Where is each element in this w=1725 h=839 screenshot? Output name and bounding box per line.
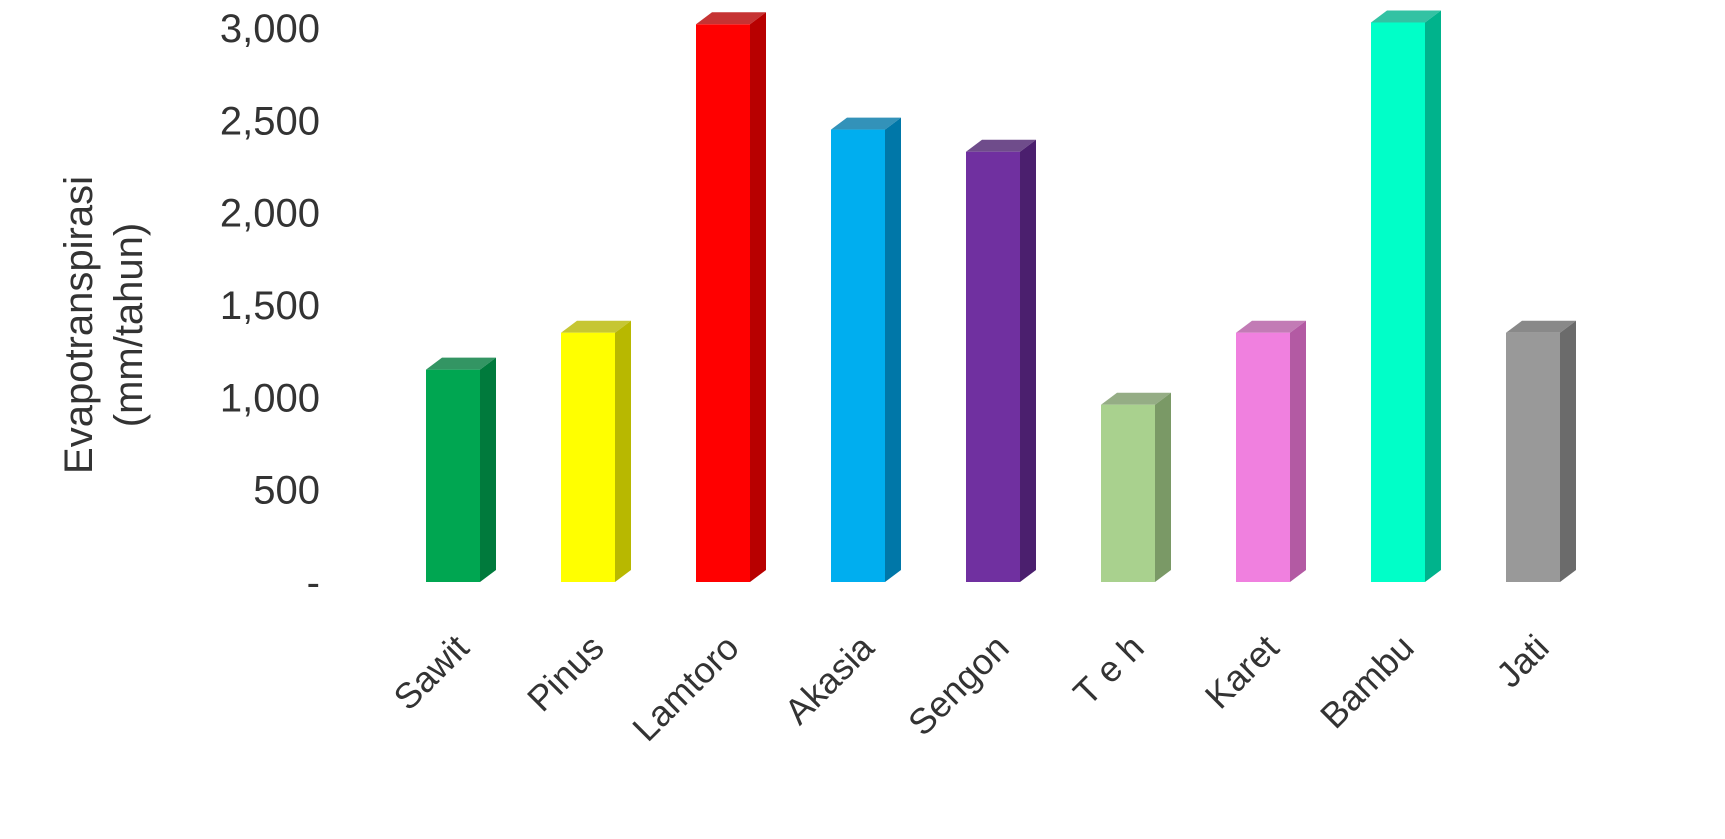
- bar-side: [1425, 10, 1441, 582]
- x-axis-labels: Sawit Pinus Lamtoro Akasia Sengon T e h Karet B…: [385, 626, 1556, 749]
- bar-top: [426, 357, 496, 370]
- y-axis-label: Evapotranspirasi (mm/tahun): [57, 176, 151, 474]
- bar: [1236, 320, 1306, 582]
- x-tick-label: Sengon: [900, 627, 1017, 744]
- bar-side: [615, 320, 631, 582]
- bar: [1506, 320, 1576, 582]
- x-tick-label: T e h: [1065, 627, 1152, 714]
- x-tick-label: Karet: [1197, 627, 1287, 717]
- bar: [696, 12, 766, 583]
- bar-top: [831, 117, 901, 130]
- bar: [831, 117, 901, 583]
- bars: [426, 10, 1576, 583]
- y-axis-label-line1: Evapotranspirasi: [57, 176, 101, 474]
- bar-top: [1371, 10, 1441, 23]
- bar-front: [966, 151, 1020, 582]
- y-axis-label-line2: (mm/tahun): [107, 223, 151, 428]
- bar: [966, 139, 1036, 582]
- bar-front: [1236, 332, 1290, 582]
- bar: [1101, 392, 1171, 582]
- bar-side: [1560, 320, 1576, 582]
- y-tick-label: -: [307, 561, 320, 605]
- bar-side: [885, 117, 901, 583]
- y-tick-label: 500: [253, 469, 320, 513]
- y-tick-label: 3,000: [220, 7, 320, 51]
- x-tick-label: Akasia: [776, 626, 882, 732]
- bar-front: [1506, 332, 1560, 582]
- bar-side: [480, 357, 496, 582]
- bar-front: [1101, 404, 1155, 582]
- bar-front: [831, 129, 885, 583]
- x-tick-label: Lamtoro: [624, 627, 746, 749]
- bar-front: [426, 369, 480, 582]
- bar-side: [1290, 320, 1306, 582]
- x-tick-label: Jati: [1488, 627, 1557, 696]
- y-tick-label: 2,000: [220, 192, 320, 236]
- bar-top: [696, 12, 766, 25]
- bar-top: [966, 139, 1036, 152]
- bar-top: [561, 320, 631, 333]
- y-axis-ticks: - 500 1,000 1,500 2,000 2,500 3,000: [220, 7, 320, 605]
- bar-front: [696, 24, 750, 583]
- bar-top: [1101, 392, 1171, 405]
- y-tick-label: 2,500: [220, 99, 320, 143]
- bar-side: [1020, 139, 1036, 582]
- bar: [426, 357, 496, 582]
- y-tick-label: 1,000: [220, 376, 320, 420]
- bar: [561, 320, 631, 582]
- bar: [1371, 10, 1441, 582]
- y-tick-label: 1,500: [220, 284, 320, 328]
- x-tick-label: Bambu: [1312, 627, 1422, 737]
- bar-front: [1371, 22, 1425, 582]
- bar-side: [1155, 392, 1171, 582]
- bar-top: [1506, 320, 1576, 333]
- bar-side: [750, 12, 766, 583]
- bar-top: [1236, 320, 1306, 333]
- x-tick-label: Pinus: [519, 627, 612, 720]
- x-tick-label: Sawit: [385, 627, 476, 718]
- bar-front: [561, 332, 615, 582]
